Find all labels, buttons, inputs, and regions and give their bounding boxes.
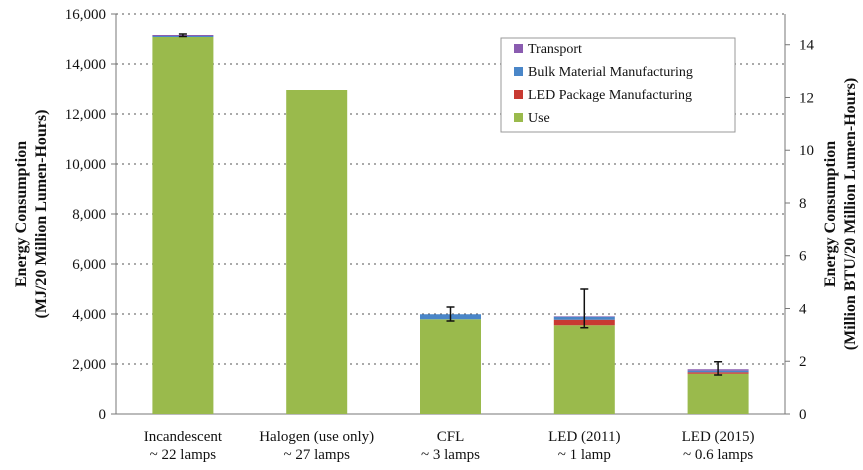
legend-label: Transport [528, 42, 582, 57]
x-category-label: LED (2011) [548, 429, 620, 445]
legend-swatch [514, 67, 523, 76]
y2-tick-label: 10 [799, 143, 814, 159]
bar-segment-use [553, 325, 615, 414]
y-axis-label: Energy Consumption (MJ/20 Million Lumen-H… [13, 110, 50, 319]
y2-tick-label: 12 [799, 90, 814, 106]
x-category-label: ~ 3 lamps [421, 447, 480, 463]
legend-swatch [514, 90, 523, 99]
x-category-label: Incandescent [144, 429, 223, 445]
x-category-label: ~ 22 lamps [150, 447, 217, 463]
y-tick-label: 2,000 [72, 357, 106, 373]
legend-label: LED Package Manufacturing [528, 88, 692, 103]
bar-segment-use [687, 373, 749, 414]
x-category-label: ~ 1 lamp [558, 447, 611, 463]
x-category-label: ~ 27 lamps [283, 447, 350, 463]
x-category-label: LED (2015) [682, 429, 755, 445]
y-tick-label: 12,000 [65, 107, 106, 123]
y-tick-label: 0 [99, 407, 107, 423]
x-category-label: CFL [437, 429, 465, 445]
y2-tick-label: 6 [799, 249, 807, 265]
y-tick-label: 4,000 [72, 307, 106, 323]
legend-swatch [514, 113, 523, 122]
y-tick-label: 8,000 [72, 207, 106, 223]
x-category-label: Halogen (use only) [259, 429, 374, 445]
legend-label: Use [528, 111, 550, 126]
bar-segment-use [286, 90, 348, 414]
y2-tick-label: 14 [799, 38, 815, 54]
x-category-label: ~ 0.6 lamps [683, 447, 753, 463]
bar-segment-use [152, 37, 214, 414]
legend-label: Bulk Material Manufacturing [528, 65, 693, 80]
y2-tick-label: 4 [799, 301, 807, 317]
y2-axis-label: Energy Consumption (Million BTU/20 Millio… [822, 78, 859, 350]
y-tick-label: 10,000 [65, 157, 106, 173]
bar-segment-use [420, 319, 481, 414]
legend [500, 37, 736, 133]
y2-tick-label: 0 [799, 407, 807, 423]
legend-swatch [514, 44, 523, 53]
y2-tick-label: 8 [799, 196, 807, 212]
y-tick-label: 16,000 [65, 7, 106, 23]
y-tick-label: 6,000 [72, 257, 106, 273]
y2-tick-label: 2 [799, 354, 807, 370]
y-tick-label: 14,000 [65, 57, 106, 73]
